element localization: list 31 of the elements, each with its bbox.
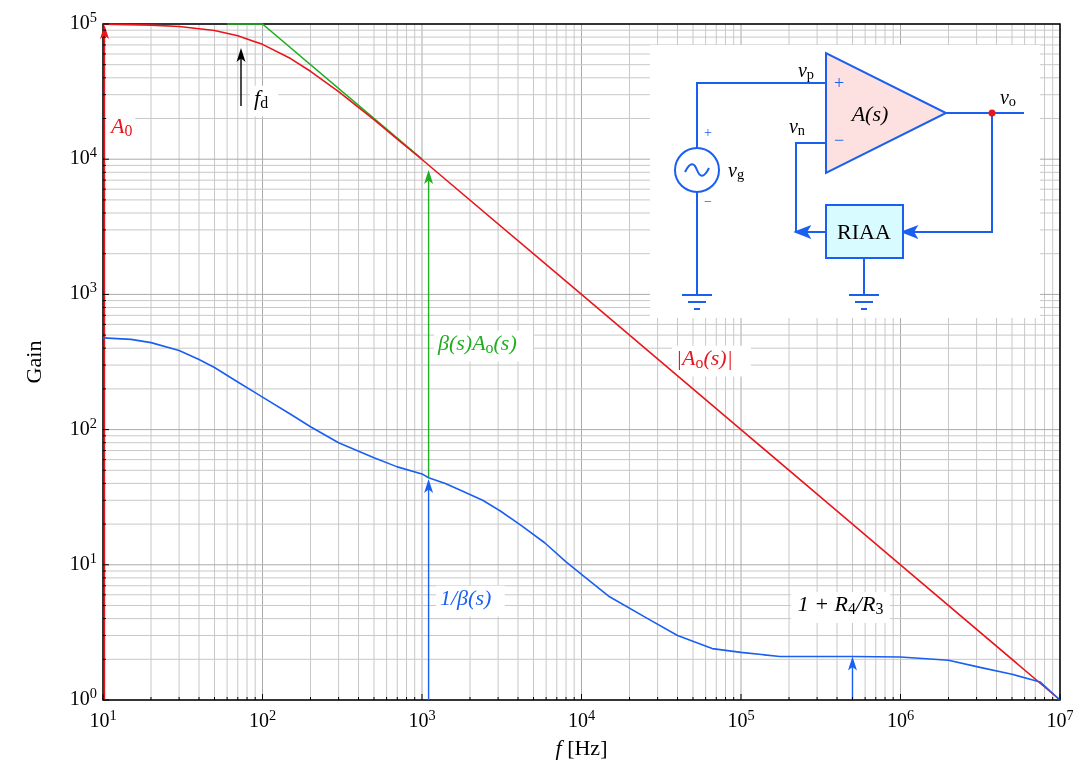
annotation: A$_{0}$ [109, 113, 133, 139]
annotation: β(s)A$_{o}$(s) [437, 330, 517, 356]
x-tick-label: 10$^{4}$ [567, 706, 596, 731]
x-tick-label: 10$^{3}$ [408, 706, 436, 731]
annotation: A(s) [849, 101, 889, 127]
annotation: v$_{g}$ [728, 158, 745, 182]
annotation: + [704, 125, 713, 141]
x-tick-label: 10$^{6}$ [886, 706, 915, 731]
annotation: f$_{d}$ [254, 85, 269, 111]
y-tick-label: 10$^{3}$ [69, 279, 97, 303]
annotation: + [833, 73, 845, 94]
annotation: RIAA [837, 219, 891, 245]
x-tick-label: 10$^{2}$ [248, 706, 277, 731]
annotation: v$_{p}$ [797, 58, 815, 82]
annotation: |A$_{o}$(s)| [676, 345, 733, 371]
annotation: − [833, 130, 845, 151]
y-tick-label: 10$^{1}$ [69, 549, 97, 574]
annotation: 1 + R$_{4}$/R$_{3}$ [797, 591, 884, 618]
y-tick-label: 10$^{2}$ [69, 414, 97, 439]
x-axis-title: f [Hz] [555, 735, 608, 760]
annotation: 1/β(s) [440, 585, 492, 611]
y-tick-label: 10$^{4}$ [69, 143, 97, 168]
y-axis-title: Gain [21, 340, 46, 384]
annotation: v$_{n}$ [788, 114, 806, 138]
x-tick-label: 10$^{1}$ [89, 706, 117, 731]
annotation: v$_{o}$ [999, 85, 1017, 109]
annotation: − [704, 194, 713, 210]
y-tick-label: 10$^{0}$ [69, 684, 97, 709]
x-tick-label: 10$^{5}$ [727, 706, 755, 731]
y-tick-label: 10$^{5}$ [69, 8, 97, 33]
x-tick-label: 10$^{7}$ [1046, 706, 1074, 731]
